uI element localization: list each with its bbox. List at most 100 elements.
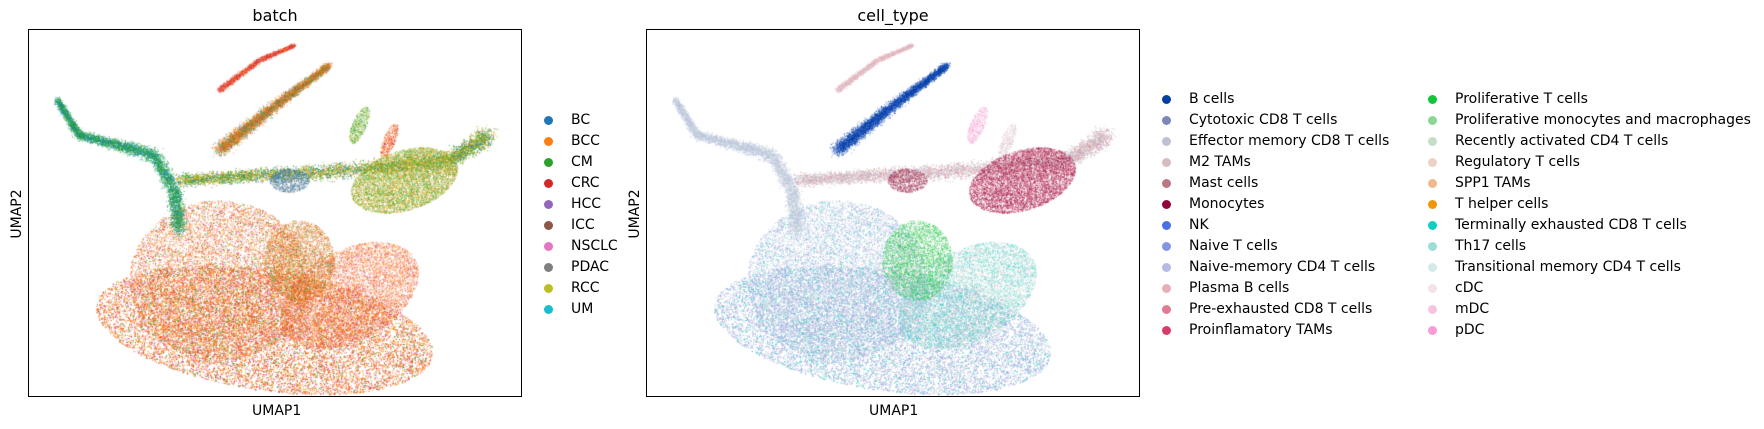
legend-item: Naive T cells: [1162, 236, 1278, 256]
legend-label: Pre-exhausted CD8 T cells: [1189, 301, 1373, 317]
legend-label: Proliferative T cells: [1455, 91, 1588, 107]
legend-item: Cytotoxic CD8 T cells: [1162, 110, 1337, 130]
batch-xlabel: UMAP1: [252, 403, 302, 419]
legend-marker: [1162, 304, 1171, 314]
legend-marker: [1428, 220, 1437, 230]
legend-marker: [1428, 262, 1437, 272]
legend-marker: [544, 241, 553, 251]
legend-label: Plasma B cells: [1189, 280, 1290, 296]
legend-item: CM: [544, 152, 593, 172]
legend-marker: [1162, 115, 1171, 125]
legend-marker: [544, 283, 553, 293]
legend-marker: [1162, 262, 1171, 272]
legend-marker: [1428, 157, 1437, 167]
legend-marker: [1162, 325, 1171, 335]
legend-item: CRC: [544, 173, 600, 193]
legend-label: Naive T cells: [1189, 238, 1278, 254]
legend-label: M2 TAMs: [1189, 154, 1251, 170]
legend-marker: [544, 220, 553, 230]
legend-item: Monocytes: [1162, 194, 1264, 214]
legend-item: UM: [544, 299, 593, 319]
legend-marker: [1162, 241, 1171, 251]
batch-plot-area: [28, 29, 522, 397]
legend-label: CRC: [571, 175, 600, 191]
legend-item: cDC: [1428, 278, 1483, 298]
legend-label: T helper cells: [1455, 196, 1549, 212]
legend-item: BCC: [544, 131, 600, 151]
legend-item: Proinflamatory TAMs: [1162, 320, 1333, 340]
legend-marker: [1162, 157, 1171, 167]
legend-marker: [544, 262, 553, 272]
legend-marker: [544, 199, 553, 209]
legend-marker: [1428, 241, 1437, 251]
cell-type-ylabel: UMAP2: [627, 189, 643, 239]
legend-item: Pre-exhausted CD8 T cells: [1162, 299, 1372, 319]
legend-item: Recently activated CD4 T cells: [1428, 131, 1668, 151]
legend-item: Naive-memory CD4 T cells: [1162, 257, 1375, 277]
legend-item: NK: [1162, 215, 1209, 235]
legend-label: RCC: [571, 280, 600, 296]
legend-label: Transitional memory CD4 T cells: [1455, 259, 1681, 275]
legend-label: BC: [571, 112, 591, 128]
legend-item: B cells: [1162, 89, 1234, 109]
legend-label: Mast cells: [1189, 175, 1259, 191]
legend-item: pDC: [1428, 320, 1484, 340]
legend-item: M2 TAMs: [1162, 152, 1251, 172]
legend-label: Effector memory CD8 T cells: [1189, 133, 1390, 149]
legend-item: Terminally exhausted CD8 T cells: [1428, 215, 1687, 235]
legend-label: Proinflamatory TAMs: [1189, 322, 1333, 338]
legend-item: SPP1 TAMs: [1428, 173, 1531, 193]
cell-type-plot-area: [646, 29, 1140, 397]
legend-label: Cytotoxic CD8 T cells: [1189, 112, 1338, 128]
legend-item: Transitional memory CD4 T cells: [1428, 257, 1681, 277]
legend-item: Plasma B cells: [1162, 278, 1289, 298]
legend-label: Proliferative monocytes and macrophages: [1455, 112, 1751, 128]
legend-label: Naive-memory CD4 T cells: [1189, 259, 1376, 275]
legend-item: T helper cells: [1428, 194, 1548, 214]
legend-label: Monocytes: [1189, 196, 1265, 212]
batch-ylabel: UMAP2: [9, 189, 25, 239]
legend-marker: [1428, 325, 1437, 335]
legend-marker: [1162, 136, 1171, 146]
batch-scatter-points: [29, 30, 521, 396]
legend-item: ICC: [544, 215, 595, 235]
legend-item: NSCLC: [544, 236, 618, 256]
legend-marker: [1162, 199, 1171, 209]
legend-label: Recently activated CD4 T cells: [1455, 133, 1669, 149]
legend-label: HCC: [571, 196, 602, 212]
legend-label: BCC: [571, 133, 600, 149]
legend-item: Effector memory CD8 T cells: [1162, 131, 1389, 151]
legend-marker: [1428, 199, 1437, 209]
legend-marker: [1428, 304, 1437, 314]
legend-item: Th17 cells: [1428, 236, 1526, 256]
batch-title: batch: [252, 6, 298, 25]
legend-item: Mast cells: [1162, 173, 1258, 193]
legend-marker: [1428, 283, 1437, 293]
legend-label: pDC: [1455, 322, 1485, 338]
legend-marker: [1428, 115, 1437, 125]
legend-item: mDC: [1428, 299, 1489, 319]
cell-type-scatter-points: [647, 30, 1139, 396]
legend-label: NSCLC: [571, 238, 618, 254]
legend-item: HCC: [544, 194, 601, 214]
legend-marker: [1162, 94, 1171, 104]
legend-label: Terminally exhausted CD8 T cells: [1455, 217, 1687, 233]
legend-label: Regulatory T cells: [1455, 154, 1580, 170]
legend-marker: [1162, 178, 1171, 188]
legend-marker: [1162, 283, 1171, 293]
legend-label: mDC: [1455, 301, 1490, 317]
legend-marker: [1428, 178, 1437, 188]
legend-item: Proliferative T cells: [1428, 89, 1588, 109]
legend-marker: [1162, 220, 1171, 230]
legend-label: PDAC: [571, 259, 610, 275]
legend-item: Regulatory T cells: [1428, 152, 1580, 172]
legend-item: PDAC: [544, 257, 609, 277]
legend-label: B cells: [1189, 91, 1235, 107]
cell-type-title: cell_type: [857, 6, 929, 25]
legend-item: Proliferative monocytes and macrophages: [1428, 110, 1751, 130]
legend-marker: [544, 157, 553, 167]
legend-marker: [544, 178, 553, 188]
legend-label: CM: [571, 154, 593, 170]
legend-marker: [544, 115, 553, 125]
legend-label: Th17 cells: [1455, 238, 1527, 254]
